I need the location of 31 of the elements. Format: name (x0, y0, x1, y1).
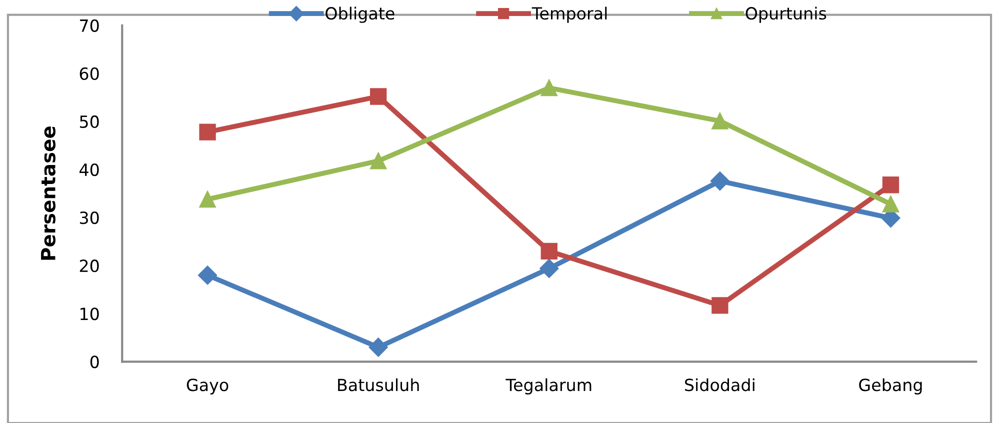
y-tick-label: 70 (80, 19, 99, 32)
point (198, 266, 218, 285)
x-tick-label: Gayo (186, 378, 228, 394)
y-tick-label: 20 (80, 260, 99, 272)
point (540, 80, 558, 96)
x-tick-label: Tegalarum (506, 378, 592, 394)
y-tick-label: 50 (80, 115, 99, 128)
legend-label: Obligate (326, 6, 394, 23)
point (712, 297, 728, 314)
y-tick-label: 0 (90, 356, 99, 368)
x-tick-label: Sidodadi (685, 378, 754, 392)
point (540, 242, 558, 260)
point (540, 258, 559, 278)
x-tick-label: Gebang (859, 378, 922, 394)
y-tick-label: 10 (80, 308, 99, 320)
legend-label: Opurtunis (746, 6, 826, 23)
point (882, 176, 900, 194)
point (368, 338, 388, 357)
point (199, 124, 216, 140)
point (712, 112, 728, 130)
point (199, 190, 216, 208)
point (882, 196, 900, 212)
y-tick-label: 40 (80, 163, 99, 176)
y-tick-label: 30 (80, 212, 99, 224)
point (710, 172, 730, 191)
y-axis-title: Persentasee (41, 126, 56, 260)
x-tick-label: Batusuluh (338, 378, 419, 392)
point (370, 88, 387, 105)
point (370, 152, 387, 170)
legend-label: Temporal (532, 6, 607, 23)
y-tick-label: 60 (80, 67, 99, 80)
